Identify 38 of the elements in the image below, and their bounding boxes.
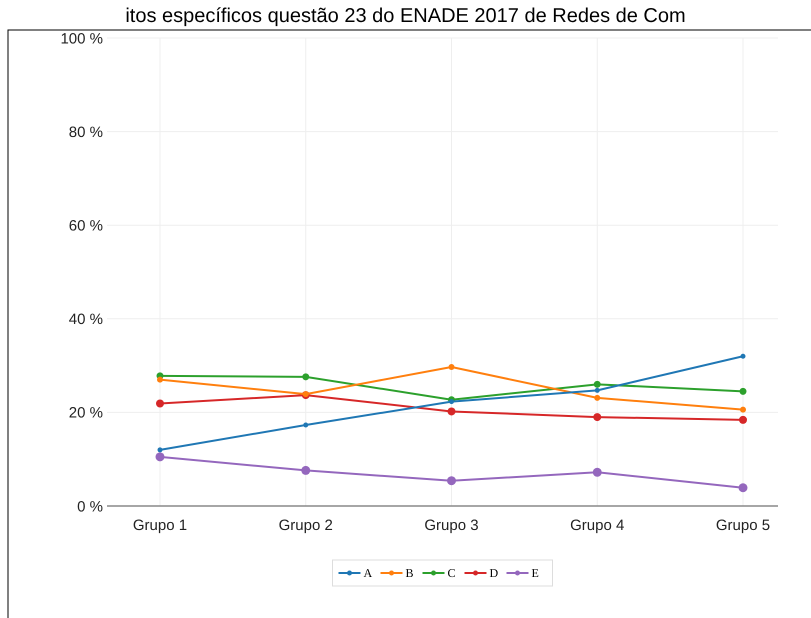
x-tick-label: Grupo 1 (132, 517, 188, 534)
point (593, 413, 602, 422)
point (592, 468, 602, 477)
legend-label: D (490, 566, 498, 580)
x-tick-label: Grupo 4 (570, 517, 624, 534)
point (301, 466, 310, 475)
legend-label: E (532, 566, 539, 580)
point (158, 447, 162, 452)
point (302, 373, 310, 380)
point (449, 399, 454, 404)
point (156, 452, 164, 462)
point (448, 364, 454, 370)
point (738, 483, 748, 492)
legend-label: C (448, 566, 456, 580)
point (739, 416, 747, 424)
point (740, 354, 746, 359)
y-tick-label: 60 % (68, 217, 103, 234)
y-tick-label: 40 % (68, 311, 103, 328)
point (156, 400, 164, 408)
point (303, 422, 308, 428)
point (594, 380, 601, 388)
point (448, 407, 456, 416)
y-tick-label: 20 % (68, 404, 103, 422)
y-tick-label: 100 % (60, 30, 103, 48)
legend-label: A (364, 566, 372, 580)
y-tick-label: 80 % (68, 124, 103, 141)
point (594, 394, 600, 401)
chart-title: itos específicos questão 23 do ENADE 2017 de Redes de Com (125, 5, 686, 27)
y-tick-label: 0 % (77, 498, 103, 516)
point (740, 406, 746, 413)
point (157, 376, 163, 383)
x-tick-label: Grupo 3 (424, 517, 479, 534)
point (594, 388, 600, 393)
point (447, 476, 456, 486)
x-tick-label: Grupo 2 (278, 517, 333, 534)
legend-label: B (406, 566, 414, 580)
x-tick-label: Grupo 5 (716, 517, 770, 534)
point (740, 388, 746, 395)
